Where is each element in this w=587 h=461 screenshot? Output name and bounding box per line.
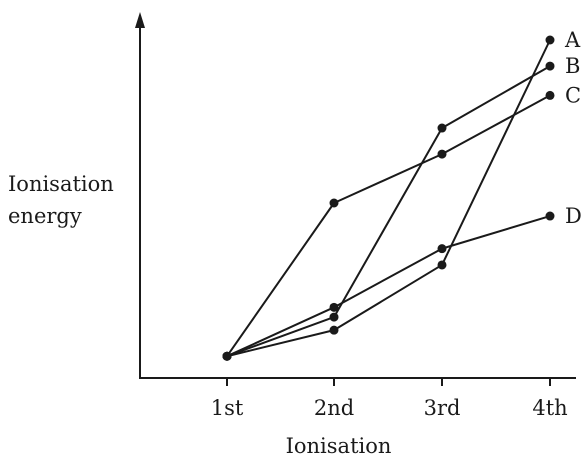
data-point-a [329,325,339,335]
y-axis-label-line-1: Ionisation [8,172,114,196]
data-point-d [437,244,447,254]
x-tick-label: 2nd [314,396,354,420]
y-axis-arrow [135,12,145,28]
data-point-a [545,35,555,45]
data-point-b [329,312,339,322]
data-point-c [437,149,447,159]
x-tick-label: 3rd [424,396,461,420]
data-point-d [222,351,232,361]
x-ticks: 1st 2nd 3rd 4th [211,378,568,420]
data-point-d [329,302,339,312]
data-points [222,35,555,361]
series-line-b [226,65,551,358]
chart-axes [135,12,576,379]
series-label-b: B [565,54,580,78]
series-line-d [226,215,551,358]
series-label-c: C [565,83,581,107]
series-label-d: D [565,204,582,228]
data-point-c [545,90,555,100]
series-labels: ABC D [564,28,582,228]
series-line-a [226,39,551,358]
y-axis-label: Ionisation energy [8,168,114,232]
series-lines [226,39,551,358]
x-axis-label: Ionisation [285,434,392,458]
data-point-a [437,260,447,270]
x-tick-label: 1st [211,396,244,420]
data-point-b [437,123,447,133]
y-axis-label-line-2: energy [8,204,82,228]
x-tick-label: 4th [532,396,567,420]
series-label-a: A [564,28,581,52]
data-point-d [545,211,555,221]
data-point-c [329,198,339,208]
data-point-b [545,61,555,71]
series-line-c [226,94,551,357]
